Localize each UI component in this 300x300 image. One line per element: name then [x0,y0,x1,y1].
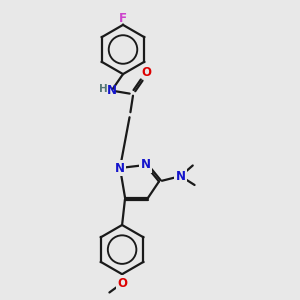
Text: N: N [176,169,186,183]
Text: O: O [141,66,151,79]
Text: N: N [115,161,125,175]
Text: N: N [106,84,117,97]
Text: F: F [119,12,127,25]
Text: N: N [140,158,151,172]
Text: O: O [117,277,127,290]
Text: H: H [99,84,108,94]
